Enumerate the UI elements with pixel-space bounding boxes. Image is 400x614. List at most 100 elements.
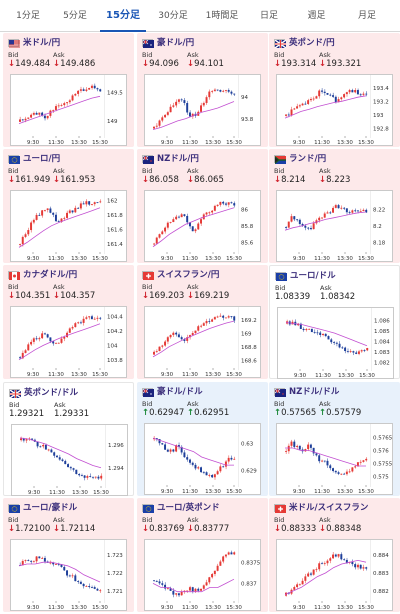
price-chart[interactable]: 94 93.8 9:30 11:30 13:30 15:30 [144, 74, 261, 146]
x-tick-label: 11:30 [48, 140, 64, 146]
rate-panel[interactable]: NZドル/ドル Bid Ask ↑0.57565 ↑0.57579 0.5765 0.576… [269, 382, 400, 496]
rate-panel[interactable]: ランド/円 Bid Ask ↓8.214 ↓8.223 8.22 8.2 8.18 9:30 11… [269, 149, 400, 263]
rate-panel[interactable]: ユーロ/円 Bid Ask ↓161.949 ↓161.953 162 161.8 161.6… [3, 149, 134, 263]
candle-down [341, 347, 344, 349]
pair-title[interactable]: ユーロ/ドル [290, 271, 336, 281]
pair-title[interactable]: NZドル/ドル [289, 387, 340, 397]
rate-panel[interactable]: 豪ドル/ドル Bid Ask ↑0.62947 ↑0.62951 0.63 0.629 9:3… [137, 382, 268, 496]
price-chart[interactable]: 104.4 104.2 104 103.8 9:30 11:30 13:30 15:30 [10, 306, 127, 378]
candle-up [21, 560, 24, 566]
candle-up [301, 103, 304, 106]
tab-1[interactable]: 5分足 [63, 11, 87, 21]
price-chart[interactable]: 8.22 8.2 8.18 9:30 11:30 13:30 15:30 [276, 190, 393, 262]
candle-up [27, 344, 30, 351]
price-chart[interactable]: 193.4 193.2 193 192.8 9:30 11:30 13:30 15:30 [276, 74, 393, 146]
tab-0[interactable]: 1分足 [16, 11, 40, 21]
rate-panel[interactable]: NZドル/円 Bid Ask ↓86.058 ↓86.065 86 85.8 85.6 9:30… [137, 149, 268, 263]
price-chart-svg: 1.296 1.294 9:30 11:30 13:30 15:30 [19, 425, 124, 496]
price-chart[interactable]: 149.5 149 9:30 11:30 13:30 15:30 [10, 74, 127, 146]
rate-panel[interactable]: 豪ドル/円 Bid Ask ↓94.096 ↓94.101 94 93.8 9:30 11:30… [137, 33, 268, 147]
candle-down [177, 593, 180, 596]
price-chart[interactable]: 0.8375 0.837 9:30 11:30 13:30 15:30 [144, 539, 261, 611]
candle-down [64, 460, 67, 465]
rate-panel[interactable]: ユーロ/英ポンド Bid Ask ↓0.83769 ↓0.83777 0.8375 0.83… [137, 498, 268, 612]
candle-up [175, 445, 178, 452]
rate-panel[interactable]: ユーロ/ドル Bid Ask 1.08339 1.08342 1.086 1.085 1.08… [269, 265, 400, 379]
candle-up [318, 217, 321, 221]
rate-panel[interactable]: 英ポンド/円 Bid Ask ↓193.314 ↓193.321 193.4 193.2 19… [269, 33, 400, 147]
rate-panel[interactable]: スイスフラン/円 Bid Ask ↓169.203 ↓169.219 169.2 169 16… [137, 265, 268, 379]
candle-down [323, 91, 326, 93]
candle-up [60, 338, 63, 343]
price-chart[interactable]: 1.296 1.294 9:30 11:30 13:30 15:30 [11, 424, 128, 496]
rate-panel[interactable]: 米ドル/スイスフラン Bid Ask ↓0.88333 ↓0.88348 0.884 0.8… [269, 498, 400, 612]
candle-up [68, 210, 71, 213]
candle-down [345, 559, 348, 563]
candle-up [49, 562, 52, 564]
ask-value: ↓161.953 [53, 175, 95, 185]
rate-panel[interactable]: 英ポンド/ドル Bid Ask 1.29321 1.29331 1.296 1.294 9:3… [3, 382, 134, 496]
pair-title[interactable]: スイスフラン/円 [157, 270, 220, 280]
candle-up [100, 475, 103, 479]
pair-title[interactable]: 英ポンド/円 [289, 38, 335, 48]
pair-title[interactable]: 英ポンド/ドル [24, 388, 79, 398]
candle-up [24, 234, 27, 237]
rate-panel[interactable]: カナダドル/円 Bid Ask ↓104.351 ↓104.357 104.4 104.2 1… [3, 265, 134, 379]
bid-value: ↓8.214 [274, 175, 305, 185]
pair-title[interactable]: ユーロ/円 [23, 154, 61, 164]
pair-title[interactable]: 米ドル/スイスフラン [289, 503, 369, 513]
rate-panel[interactable]: 米ドル/円 Bid Ask ↓149.484 ↓149.486 149.5 149 9:30 1… [3, 33, 134, 147]
bid-number: 94.096 [149, 59, 179, 69]
candle-up [57, 105, 60, 107]
moving-average-line [284, 211, 367, 231]
candle-up [222, 90, 225, 92]
price-chart[interactable]: 1.086 1.085 1.084 1.083 1.082 9:30 11:30 13:30 1… [277, 307, 394, 379]
candle-down [343, 207, 346, 209]
pair-title[interactable]: NZドル/円 [157, 154, 199, 164]
price-chart[interactable]: 0.63 0.629 9:30 11:30 13:30 15:30 [144, 423, 261, 495]
pair-title[interactable]: カナダドル/円 [23, 270, 78, 280]
candle-down [352, 351, 355, 353]
price-chart-svg: 1.723 1.722 1.721 9:30 11:30 13:30 15:30 [18, 540, 123, 611]
rate-panel[interactable]: ユーロ/豪ドル Bid Ask ↓1.72100 ↓1.72114 1.723 1.722 1… [3, 498, 134, 612]
candle-up [297, 323, 300, 326]
candle-down [191, 587, 194, 592]
candle-down [329, 94, 332, 96]
y-tick-label: 94 [241, 95, 248, 101]
y-tick-label: 0.882 [373, 589, 389, 595]
candle-up [164, 227, 167, 232]
price-chart[interactable]: 0.884 0.883 0.882 9:30 11:30 13:30 15:30 [276, 539, 393, 611]
price-chart[interactable]: 162 161.8 161.6 161.4 9:30 11:30 13:30 15:30 [10, 190, 127, 262]
tab-3[interactable]: 30分足 [158, 11, 188, 21]
tab-2[interactable]: 15分足 [98, 0, 148, 32]
pair-title[interactable]: 豪ドル/ドル [157, 387, 203, 397]
candle-up [340, 473, 343, 475]
candle-down [365, 567, 368, 569]
candle-up [27, 117, 30, 119]
pair-title[interactable]: 豪ドル/円 [157, 38, 195, 48]
pair-title[interactable]: ユーロ/英ポンド [157, 503, 220, 513]
x-tick-label: 13:30 [205, 489, 221, 495]
candle-up [158, 120, 161, 126]
pair-title[interactable]: ユーロ/豪ドル [23, 503, 78, 513]
pair-title[interactable]: ランド/円 [289, 154, 327, 164]
candle-down [230, 552, 233, 555]
bid-value: ↓0.88333 [274, 524, 316, 534]
arrow-up-icon: ↑ [274, 408, 282, 418]
price-chart[interactable]: 86 85.8 85.6 9:30 11:30 13:30 15:30 [144, 190, 261, 262]
pair-title[interactable]: 米ドル/円 [23, 38, 61, 48]
bid-label: Bid [274, 516, 285, 524]
price-chart-svg: 1.086 1.085 1.084 1.083 1.082 9:30 11:30 13:30 1… [285, 308, 390, 379]
tab-5[interactable]: 日足 [259, 11, 278, 21]
candle-down [299, 323, 302, 329]
candle-down [287, 114, 290, 116]
candle-down [78, 474, 81, 476]
tab-7[interactable]: 月足 [357, 11, 376, 21]
tab-6[interactable]: 週足 [307, 11, 326, 21]
price-chart[interactable]: 169.2 169 168.8 168.6 9:30 11:30 13:30 15:30 [144, 306, 261, 378]
candle-up [213, 89, 216, 91]
price-chart[interactable]: 1.723 1.722 1.721 9:30 11:30 13:30 15:30 [10, 539, 127, 611]
price-chart[interactable]: 0.5765 0.576 0.5755 0.575 9:30 11:30 13:30 15:3… [276, 423, 393, 495]
tab-4[interactable]: 1時間足 [205, 11, 239, 21]
x-tick-label: 13:30 [337, 140, 353, 146]
